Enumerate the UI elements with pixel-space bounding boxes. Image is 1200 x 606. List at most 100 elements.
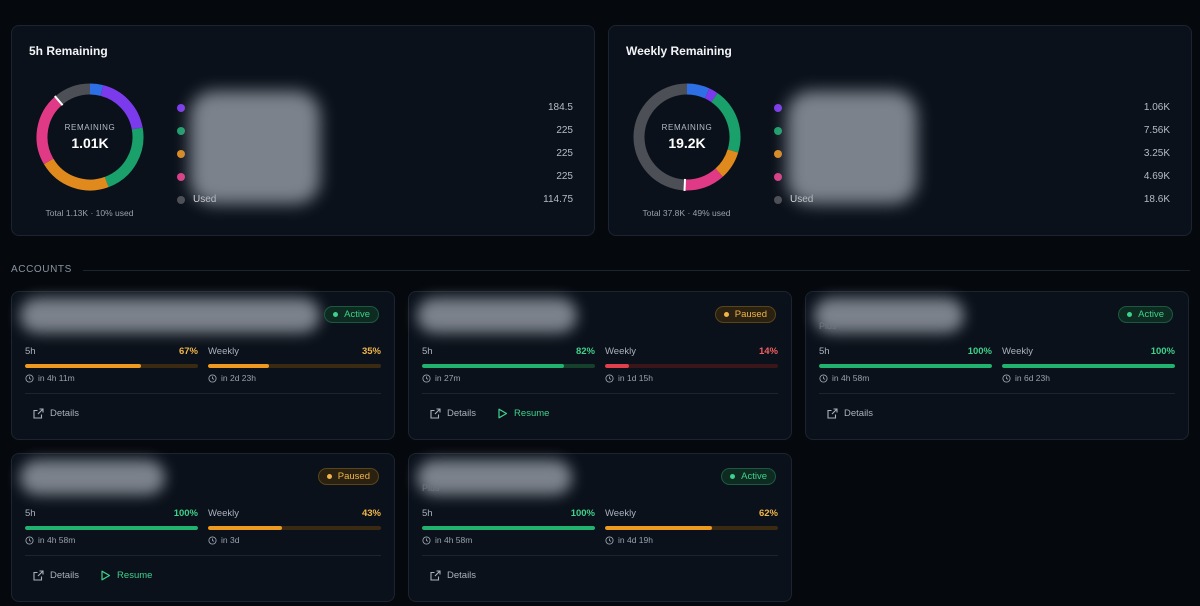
- reset-time-text: in 4h 58m: [435, 535, 473, 545]
- meter-header: Weekly 62%: [605, 508, 778, 519]
- reset-time-text: in 1d 15h: [618, 373, 653, 383]
- legend-value: 225: [556, 171, 573, 182]
- status-badge: Active: [324, 306, 379, 323]
- legend-color-dot: [177, 195, 185, 204]
- progress-fill: [208, 526, 283, 530]
- details-button[interactable]: Details: [827, 408, 873, 419]
- progress-track: [1002, 364, 1175, 368]
- meter-header: 5h 100%: [25, 508, 198, 519]
- reset-time: in 27m: [422, 373, 595, 383]
- redacted-account-names: [190, 91, 320, 204]
- status-badge: Paused: [714, 306, 776, 323]
- donut-separator: [683, 178, 687, 191]
- details-button[interactable]: Details: [430, 408, 476, 419]
- donut-segment: [36, 96, 63, 165]
- card-divider: [422, 393, 778, 394]
- legend-color-dot: [774, 172, 782, 181]
- progress-fill: [605, 526, 713, 530]
- external-link-icon: [33, 570, 44, 581]
- legend-color-dot: [774, 126, 782, 135]
- details-button[interactable]: Details: [33, 408, 79, 419]
- details-label: Details: [50, 408, 80, 419]
- remaining-donut-chart: REMAINING 1.01K: [34, 81, 146, 193]
- details-label: Details: [844, 408, 874, 419]
- donut-segment: [715, 149, 739, 177]
- reset-time-text: in 4h 11m: [38, 373, 75, 383]
- meter-label: Weekly: [208, 508, 239, 519]
- donut-caption: REMAINING: [661, 123, 713, 132]
- legend-row: 1.06K: [774, 96, 1170, 119]
- clock-icon: [25, 373, 34, 383]
- meter-percent: 82%: [575, 346, 595, 357]
- meter-percent: 100%: [173, 508, 198, 519]
- external-link-icon: [33, 408, 44, 419]
- five-hour-meter: 5h 100% in 4h 58m: [819, 346, 992, 383]
- legend-value: 7.56K: [1143, 125, 1170, 136]
- card-actions: Details: [33, 408, 100, 419]
- progress-fill: [819, 364, 992, 368]
- legend-color-dot: [774, 195, 782, 204]
- status-dot: [1127, 312, 1133, 317]
- clock-icon: [25, 535, 34, 545]
- card-actions: Details: [827, 408, 894, 419]
- details-label: Details: [447, 408, 477, 419]
- play-icon: [498, 408, 508, 419]
- legend-row: 225: [177, 119, 573, 142]
- clock-icon: [208, 535, 217, 545]
- play-icon: [101, 570, 111, 581]
- resume-label: Resume: [117, 570, 153, 581]
- clock-icon: [605, 535, 614, 545]
- legend-value: 225: [556, 125, 573, 136]
- status-text: Paused: [734, 309, 767, 320]
- donut-value: 1.01K: [71, 135, 109, 151]
- five-hour-remaining-panel: 5h Remaining REMAINING 1.01K Total 1.13K…: [11, 25, 595, 236]
- meter-percent: 100%: [570, 508, 595, 519]
- meter-percent: 43%: [361, 508, 381, 519]
- meter-label: 5h: [25, 508, 36, 519]
- account-card: Plus Active 5h 100% in 4h 58m Weekly 100% in 6d…: [805, 291, 1189, 440]
- progress-track: [208, 526, 381, 530]
- donut-segment: [89, 83, 104, 96]
- five-hour-meter: 5h 100% in 4h 58m: [25, 508, 198, 545]
- progress-track: [25, 526, 198, 530]
- reset-time-text: in 4d 19h: [618, 535, 653, 545]
- progress-fill: [25, 526, 198, 530]
- resume-button[interactable]: Resume: [100, 570, 152, 581]
- status-text: Active: [1138, 309, 1164, 320]
- card-actions: Details: [430, 570, 497, 581]
- external-link-icon: [827, 408, 838, 419]
- meter-percent: 62%: [758, 508, 778, 519]
- weekly-meter: Weekly 43% in 3d: [208, 508, 381, 545]
- progress-track: [25, 364, 198, 368]
- meter-percent: 35%: [361, 346, 381, 357]
- meter-label: 5h: [422, 346, 433, 357]
- reset-time: in 4d 19h: [605, 535, 778, 545]
- five-hour-meter: 5h 100% in 4h 58m: [422, 508, 595, 545]
- legend-value: 225: [556, 148, 573, 159]
- clock-icon: [422, 535, 431, 545]
- card-actions: Details Resume: [33, 570, 173, 581]
- resume-button[interactable]: Resume: [497, 408, 549, 419]
- legend-row: 225: [177, 142, 573, 165]
- meter-header: 5h 100%: [819, 346, 992, 357]
- meter-header: Weekly 35%: [208, 346, 381, 357]
- redacted-account-names: [787, 91, 917, 204]
- legend-value: 114.75: [543, 194, 573, 205]
- details-button[interactable]: Details: [33, 570, 79, 581]
- donut-segment: [100, 85, 143, 130]
- progress-fill: [25, 364, 141, 368]
- donut-svg: [633, 83, 741, 191]
- meter-label: Weekly: [208, 346, 239, 357]
- details-button[interactable]: Details: [430, 570, 476, 581]
- donut-svg: [36, 83, 144, 191]
- legend-color-dot: [177, 103, 185, 112]
- meter-percent: 67%: [178, 346, 198, 357]
- reset-time-text: in 4h 58m: [832, 373, 870, 383]
- progress-fill: [422, 364, 564, 368]
- section-divider: [83, 270, 1190, 271]
- clock-icon: [819, 373, 828, 383]
- progress-track: [819, 364, 992, 368]
- reset-time-text: in 2d 23h: [221, 373, 256, 383]
- progress-fill: [1002, 364, 1175, 368]
- donut-value: 19.2K: [668, 135, 706, 151]
